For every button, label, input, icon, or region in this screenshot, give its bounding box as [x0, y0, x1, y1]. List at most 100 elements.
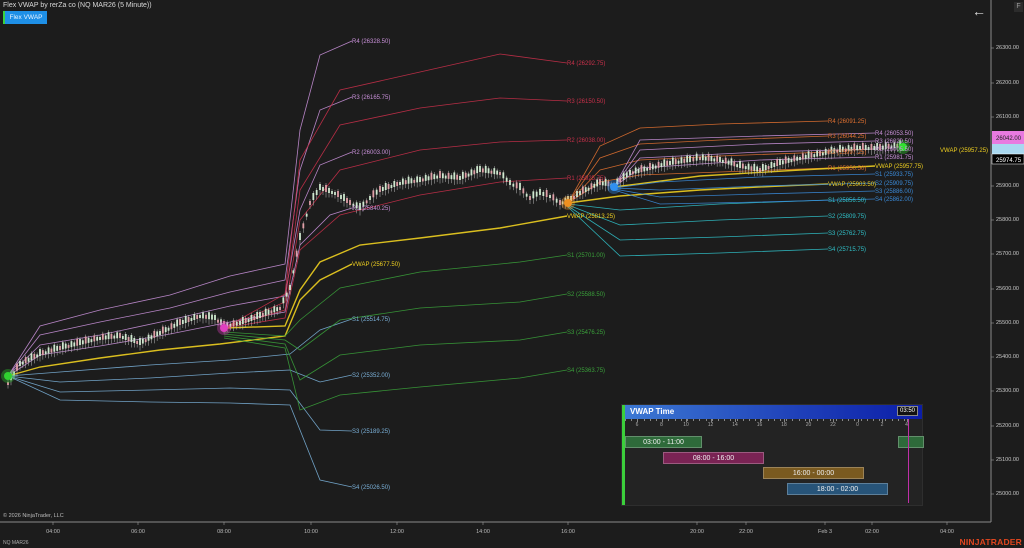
candle-body	[502, 172, 505, 179]
session-bar[interactable]: 16:00 - 00:00	[763, 467, 864, 479]
candle-body	[13, 371, 15, 376]
candle-body	[853, 143, 856, 151]
candle-body	[724, 157, 727, 164]
band-label: R4 (26053.50)	[875, 131, 913, 137]
ruler-minor-tick	[730, 419, 732, 421]
session-bar-overflow[interactable]	[898, 436, 924, 448]
candle-body	[836, 149, 839, 153]
vwap-time-panel[interactable]: VWAP Time 03:50 6 8 10 12 14 16 18 20 22 0 2 4 03:0…	[621, 404, 924, 506]
candle-body	[459, 176, 461, 180]
band-label: VWAP (25957.75)	[875, 164, 923, 170]
candle-body	[561, 201, 564, 205]
band-label: R4 (26091.25)	[828, 119, 866, 125]
candle-body	[525, 193, 528, 197]
candle-body	[539, 189, 541, 195]
candle-body	[830, 146, 833, 154]
candle-body	[319, 184, 321, 190]
x-tick-label: 22:00	[739, 529, 753, 535]
band-line	[7, 375, 353, 432]
ruler-minor-tick	[835, 419, 837, 421]
candle-body	[121, 336, 124, 339]
band-label: S1 (25514.75)	[352, 317, 390, 323]
candle-body	[217, 319, 219, 323]
candle-body	[202, 312, 204, 319]
session-bar[interactable]: 08:00 - 16:00	[663, 452, 764, 464]
candle-body	[176, 319, 179, 327]
candle-body	[302, 223, 305, 229]
ruler-minor-tick	[829, 419, 831, 421]
candle-body	[325, 185, 327, 192]
band-label: R3 (26044.25)	[828, 134, 866, 140]
ruler-minor-tick	[649, 419, 651, 421]
candle-body	[282, 297, 285, 304]
ruler-minor-tick	[711, 419, 713, 421]
ruler-minor-tick	[873, 419, 874, 421]
candle-body	[499, 172, 501, 175]
candle-body	[640, 165, 643, 173]
candle-body	[807, 151, 810, 159]
candle-body	[421, 178, 424, 182]
band-labels: R4 (26328.50) R3 (26165.75) R2 (26003.00) R…	[352, 39, 988, 491]
candle-body	[312, 193, 315, 200]
ruler-minor-tick	[891, 419, 893, 421]
candle-body	[110, 333, 113, 339]
candle-body	[841, 146, 844, 152]
ruler-minor-tick	[798, 419, 800, 421]
ruler-minor-tick	[866, 419, 868, 421]
band-line	[223, 139, 568, 329]
candle-body	[427, 176, 430, 181]
flex-vwap-button[interactable]: Flex VWAP	[3, 11, 47, 24]
band-line	[613, 173, 876, 189]
band-label: S3 (25189.25)	[352, 429, 390, 435]
candle-body	[764, 165, 767, 170]
copyright-text: © 2026 NinjaTrader, LLC	[3, 513, 64, 519]
x-tick-label: 04:00	[940, 529, 954, 535]
band-label: R3 (26165.75)	[352, 95, 390, 101]
candle-body	[147, 334, 150, 341]
y-tick-label: 25100.00	[996, 457, 1019, 463]
y-tick-label: 25200.00	[996, 423, 1019, 429]
candle-body	[190, 318, 193, 321]
ruler-minor-tick	[767, 419, 769, 421]
candle-body	[173, 323, 176, 328]
band-line	[7, 369, 353, 383]
candle-body	[379, 186, 381, 192]
candle-body	[793, 155, 796, 162]
candle-body	[208, 312, 210, 320]
vwap-time-panel-header[interactable]: VWAP Time 03:50	[622, 405, 922, 419]
band-label: S3 (25886.00)	[875, 189, 913, 195]
candle-body	[295, 250, 298, 257]
candle-body	[596, 179, 599, 187]
candle-body	[470, 169, 473, 176]
candle-body	[285, 292, 288, 297]
candle-body	[453, 172, 456, 180]
x-tick-label: 20:00	[690, 529, 704, 535]
ruler-minor-tick	[885, 419, 887, 421]
session-bar[interactable]: 18:00 - 02:00	[787, 483, 888, 495]
candle-body	[896, 143, 899, 148]
candle-body	[532, 191, 535, 199]
candle-body	[396, 182, 399, 186]
candle-body	[264, 308, 267, 316]
candle-body	[573, 196, 575, 199]
y-tick-label: 25500.00	[996, 320, 1019, 326]
candle-body	[410, 178, 413, 184]
session-bar[interactable]: 03:00 - 11:00	[625, 436, 702, 448]
band-line	[7, 318, 353, 377]
ruler-minor-tick	[904, 419, 905, 421]
ruler-minor-tick	[854, 419, 856, 421]
band-label: S4 (25862.00)	[875, 197, 913, 203]
candle-body	[631, 171, 634, 175]
candle-body	[699, 157, 701, 160]
candle-body	[44, 351, 47, 355]
candle-body	[519, 183, 521, 190]
arrow-left-icon[interactable]: ←	[972, 3, 986, 19]
ruler-label: 6	[635, 422, 639, 428]
price-candles	[7, 138, 902, 389]
candle-body	[859, 146, 861, 150]
ruler-tick	[784, 419, 785, 422]
f-button[interactable]: F	[1014, 2, 1023, 12]
candle-body	[205, 314, 207, 319]
candle-body	[107, 332, 110, 340]
